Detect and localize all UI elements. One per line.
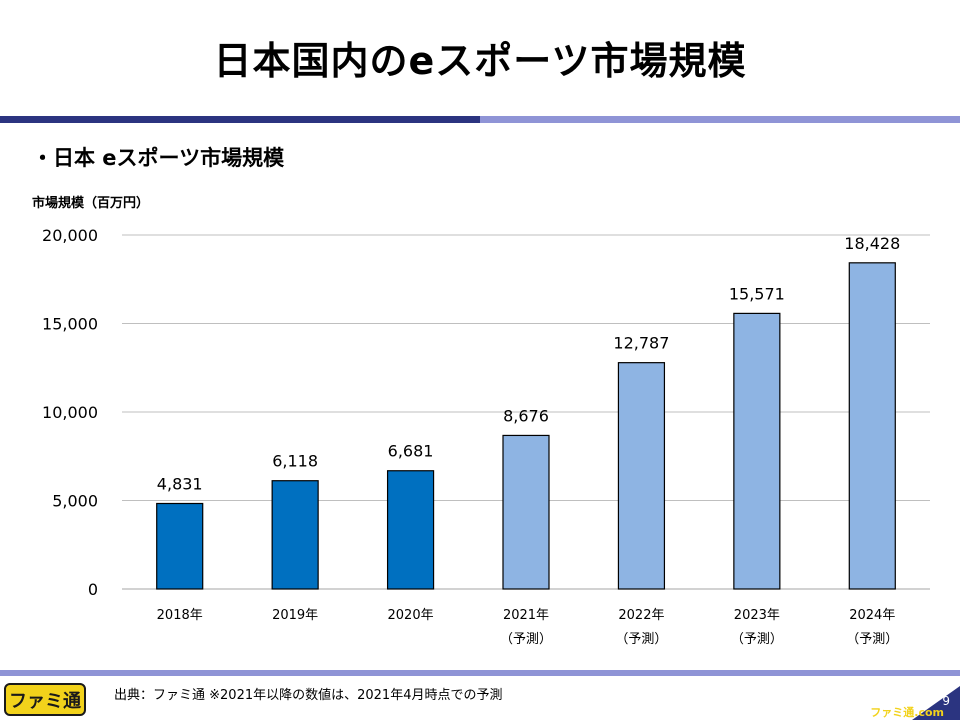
bars (156, 262, 896, 590)
y-tick-label: 20,000 (42, 226, 98, 245)
logo-text: ファミ通 (9, 690, 81, 712)
value-label: 8,676 (503, 406, 549, 425)
x-tick-label: 2019年 (272, 608, 318, 623)
value-labels: 4,831 6,118 6,681 8,676 12,787 15,571 18,428 (157, 234, 900, 494)
header-divider-dark (0, 116, 480, 123)
bar-actual (156, 502, 204, 590)
value-label: 6,681 (388, 442, 434, 461)
x-tick-note: （予測） (500, 632, 552, 647)
y-axis-unit-label: 市場規模（百万円） (32, 196, 150, 211)
x-tick-note: （予測） (731, 632, 783, 647)
source-note: 出典：ファミ通 ※2021年以降の数値は、2021年4月時点での予測 (114, 688, 503, 703)
bar-forecast (502, 434, 550, 590)
x-tick-note: （予測） (846, 632, 898, 647)
x-tick-label: 2022年 (618, 608, 664, 623)
bar-forecast (617, 362, 666, 590)
corner-decoration (912, 686, 960, 720)
x-tick-label: 2018年 (157, 608, 203, 623)
famitsu-logo: ファミ通 (4, 683, 86, 716)
value-label: 15,571 (729, 284, 785, 303)
x-axis-ticks: 2018年 2019年 2020年 2021年 （予測） 2022年 （予測） 2023年 （予… (157, 608, 899, 647)
x-tick-note: （予測） (615, 632, 667, 647)
x-tick-label: 2021年 (503, 608, 549, 623)
value-label: 18,428 (844, 234, 900, 253)
y-tick-label: 0 (88, 580, 98, 599)
watermark: ファミ通.com (870, 706, 944, 719)
y-tick-label: 10,000 (42, 403, 98, 422)
value-label: 6,118 (272, 452, 318, 471)
bar-forecast (733, 312, 781, 590)
footer-divider (0, 670, 960, 676)
x-tick-label: 2023年 (734, 608, 780, 623)
value-label: 12,787 (613, 334, 669, 353)
x-tick-label: 2024年 (849, 608, 895, 623)
y-tick-label: 15,000 (42, 315, 98, 334)
bar-chart: 0 5,000 10,000 15,000 20,000 4,831 6,118 6,681… (42, 226, 930, 647)
bar-forecast (848, 262, 896, 590)
page-number: 9 (942, 694, 950, 708)
header-divider-light (480, 116, 960, 123)
value-label: 4,831 (157, 474, 203, 493)
x-tick-label: 2020年 (388, 608, 434, 623)
bar-actual (386, 470, 435, 590)
bar-actual (271, 480, 319, 590)
y-tick-label: 5,000 (52, 492, 98, 511)
section-heading: ・日本 eスポーツ市場規模 (32, 146, 285, 170)
y-axis-ticks: 0 5,000 10,000 15,000 20,000 (42, 226, 98, 599)
slide-title: 日本国内のeスポーツ市場規模 (213, 39, 747, 83)
